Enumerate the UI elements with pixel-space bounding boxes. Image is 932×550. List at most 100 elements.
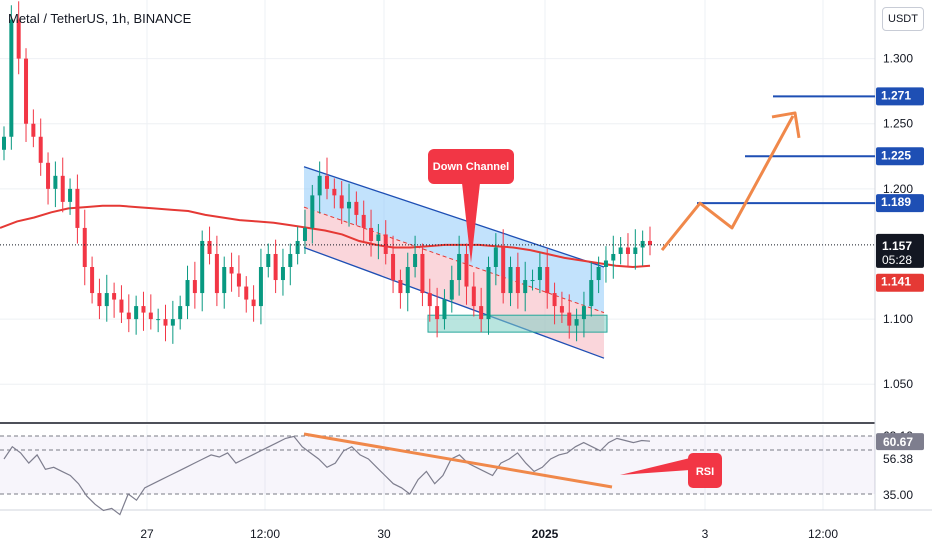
candle-body <box>134 306 139 320</box>
candle-body <box>2 136 6 150</box>
price-tick-label: 1.200 <box>883 182 913 196</box>
last-price-tag-bg <box>876 233 924 268</box>
candle-body <box>185 280 190 307</box>
candle-body <box>325 175 329 189</box>
candle-body <box>251 299 256 307</box>
channel-upper-line <box>303 166 605 268</box>
candle-body <box>413 253 418 268</box>
candle-body <box>339 195 344 209</box>
candle-body <box>581 306 586 320</box>
candle-body <box>398 280 403 294</box>
rsi-trendline <box>303 432 613 489</box>
candle-body <box>648 240 652 245</box>
rsi-tick-label: 56.38 <box>883 452 913 466</box>
candle-body <box>618 247 623 254</box>
candle-body <box>449 280 454 300</box>
target-price-tag: 1.189 <box>876 194 924 213</box>
moving-average-line <box>0 204 651 269</box>
projection-arrowhead <box>771 111 801 139</box>
candle-body <box>16 19 21 59</box>
candle-body <box>156 319 161 321</box>
candle-body <box>347 201 352 209</box>
candle-body <box>236 273 241 287</box>
candle-body <box>405 267 410 294</box>
channel-lower-line <box>303 246 605 359</box>
candle-body <box>354 201 359 215</box>
candle-body <box>288 253 293 268</box>
candle-body <box>442 299 447 320</box>
candle-body <box>471 286 476 307</box>
target-price-tag-text: 1.271 <box>881 88 911 102</box>
target-price-tag-text: 1.225 <box>881 148 911 162</box>
projection-arrow <box>660 111 801 252</box>
candle-body <box>376 234 381 241</box>
projection-path <box>660 115 795 252</box>
grid-lines <box>0 0 932 511</box>
candle-body <box>126 312 131 320</box>
price-axis[interactable]: 1.300 1.250 1.200 1.100 1.050 1.271 1.225 1.189… <box>876 52 924 502</box>
candle-body <box>9 19 14 137</box>
candle-body <box>244 286 249 300</box>
candle-body <box>530 280 535 282</box>
target-price-tag-bg <box>876 147 924 166</box>
currency-button[interactable]: USDT <box>882 7 924 31</box>
candle-body <box>273 253 278 281</box>
symbol-title: Metal / TetherUS, 1h, BINANCE <box>8 11 192 26</box>
candle-body <box>90 267 95 294</box>
target-price-tag-text: 1.189 <box>881 195 911 209</box>
rsi-callout-label: RSI <box>696 466 714 478</box>
candle-body <box>625 247 630 254</box>
candle-body <box>222 267 227 294</box>
candle-body <box>266 253 271 268</box>
candle-body <box>589 280 594 307</box>
candle-body <box>53 175 58 189</box>
candle-body <box>552 293 557 307</box>
rsi-current-text: 60.67 <box>883 435 913 449</box>
candle-body <box>486 267 491 320</box>
price-tick-label: 1.050 <box>883 377 913 391</box>
candle-body <box>104 293 109 307</box>
ma-price-tag-text: 1.141 <box>881 275 911 289</box>
candle-body <box>200 240 205 294</box>
candle-body <box>391 253 396 281</box>
support-zone <box>427 314 608 333</box>
target-price-tag-bg <box>876 87 924 106</box>
candle-body <box>508 267 513 294</box>
candle-body <box>464 253 469 287</box>
candle-body <box>68 188 73 202</box>
price-tick-label: 1.300 <box>883 52 913 66</box>
candle-body <box>60 175 65 202</box>
candle-body <box>501 247 506 294</box>
ma-line <box>0 204 651 269</box>
callout-label: Down Channel <box>433 161 509 173</box>
candle-body <box>31 123 36 137</box>
candle-body <box>310 195 315 228</box>
candle-body <box>383 234 388 254</box>
candle-body <box>163 319 168 326</box>
target-lines <box>697 95 875 205</box>
last-price-text: 1.157 <box>882 239 912 253</box>
rsi-line <box>3 435 651 516</box>
time-tick-label: 12:00 <box>250 527 280 541</box>
time-tick-label: 30 <box>377 527 391 541</box>
candle-body <box>229 267 234 274</box>
candle-body <box>369 227 374 241</box>
rsi-band <box>0 436 875 494</box>
callout-box <box>428 149 514 184</box>
rsi-pane: RSI <box>0 432 875 516</box>
candle-body <box>603 260 608 268</box>
candle-body <box>82 227 87 268</box>
rsi-callout-pointer <box>620 458 690 475</box>
time-tick-label: 2025 <box>532 527 559 541</box>
candle-body <box>280 267 285 281</box>
candle-body <box>567 312 572 326</box>
target-price-tag-bg <box>876 194 924 213</box>
target-price-tag: 1.225 <box>876 147 924 166</box>
candle-body <box>493 247 498 268</box>
countdown-text: 05:28 <box>882 253 912 267</box>
last-price-tag <box>876 233 924 268</box>
price-tick-label: 1.250 <box>883 117 913 131</box>
time-tick-label: 27 <box>140 527 154 541</box>
candle-body <box>574 319 579 326</box>
time-axis[interactable]: 27 12:00 30 2025 3 12:00 <box>140 527 838 541</box>
